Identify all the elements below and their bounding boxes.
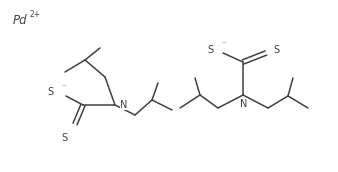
Text: N: N — [120, 100, 127, 110]
Text: Pd: Pd — [13, 14, 28, 27]
Text: S: S — [62, 133, 68, 143]
Text: S: S — [48, 87, 54, 97]
Text: ⁻: ⁻ — [61, 83, 65, 92]
Text: N: N — [240, 99, 248, 109]
Text: ⁻: ⁻ — [221, 40, 225, 49]
Text: S: S — [207, 45, 213, 55]
Text: S: S — [273, 45, 279, 55]
Text: 2+: 2+ — [30, 10, 41, 19]
